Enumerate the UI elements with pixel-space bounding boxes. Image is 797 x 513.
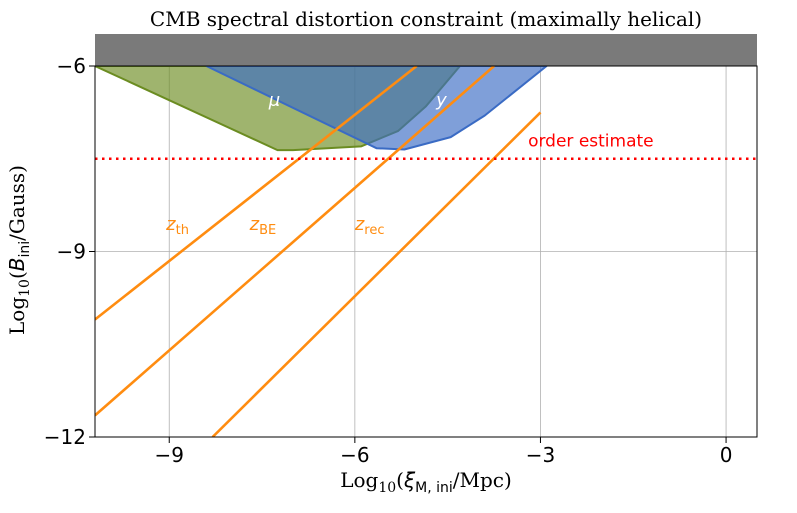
ticks: −9 −6 −3 0 −12 −9 −6: [44, 54, 733, 467]
y-tick-label: −6: [57, 54, 86, 78]
series-line-z_rec: [211, 111, 542, 437]
x-tick-label: −6: [340, 443, 369, 467]
series-line-z_BE: [95, 66, 495, 417]
region-label-mu: μ: [268, 90, 280, 111]
y-tick-label: −12: [44, 425, 86, 449]
y-axis-label: Log10(Bini/Gauss): [5, 165, 33, 335]
hline-label: order estimate: [528, 131, 654, 151]
svg-text:Log10(ξM, ini/Mpc): Log10(ξM, ini/Mpc): [340, 468, 512, 496]
excluded-band: [95, 34, 757, 66]
x-tick-label: 0: [720, 443, 733, 467]
svg-text:Log10(Bini/Gauss): Log10(Bini/Gauss): [5, 165, 33, 335]
y-tick-label: −9: [57, 240, 86, 264]
region-label-y: y: [435, 90, 447, 111]
chart-title: CMB spectral distortion constraint (maxi…: [150, 7, 702, 31]
x-tick-label: −9: [155, 443, 184, 467]
plot-contents: [95, 66, 757, 437]
x-axis-label: Log10(ξM, ini/Mpc): [340, 468, 512, 496]
x-tick-label: −3: [526, 443, 555, 467]
series-line-z_th: [95, 66, 418, 321]
region-y: [205, 66, 548, 151]
